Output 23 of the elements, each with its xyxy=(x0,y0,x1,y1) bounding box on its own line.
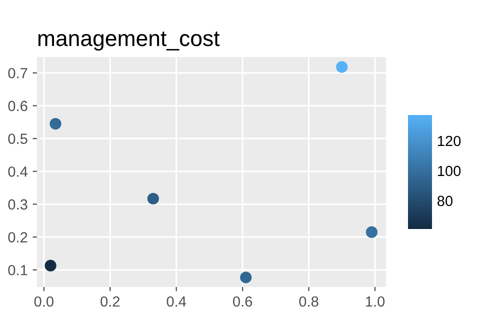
y-tick-label: 0.3 xyxy=(8,199,28,210)
point xyxy=(336,61,348,73)
point xyxy=(147,192,159,204)
x-tick-label: 0.8 xyxy=(299,296,318,307)
y-tick-label: 0.2 xyxy=(8,232,28,242)
point xyxy=(240,272,252,284)
x-tick-label: 0.0 xyxy=(34,296,54,307)
chart-title: management_cost xyxy=(38,32,220,51)
y-tick-label: 0.1 xyxy=(8,264,28,276)
color-bar-label: 80 xyxy=(437,196,453,206)
y-tick-label: 0.6 xyxy=(8,100,28,112)
color-bar-label: 100 xyxy=(438,166,461,176)
x-tick-label: 0.4 xyxy=(166,296,186,307)
x-tick-label: 0.2 xyxy=(100,296,120,307)
point xyxy=(50,118,62,130)
y-tick-label: 0.5 xyxy=(8,134,28,144)
point xyxy=(366,226,378,238)
y-tick-label: 0.7 xyxy=(8,68,28,78)
color-bar-label: 120 xyxy=(438,136,461,146)
y-tick-label: 0.4 xyxy=(8,166,28,177)
x-tick-label: 1.0 xyxy=(366,296,385,307)
point xyxy=(44,260,56,272)
x-tick-label: 0.6 xyxy=(232,296,252,307)
